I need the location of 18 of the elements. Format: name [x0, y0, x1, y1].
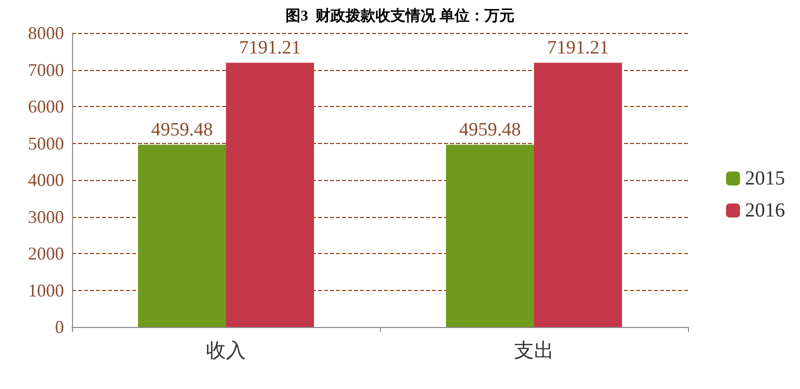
- y-tick-label: 0: [55, 317, 64, 337]
- y-tick-label: 3000: [28, 206, 64, 227]
- x-tick-label: 支出: [514, 340, 554, 362]
- y-tick-label: 4000: [28, 170, 64, 190]
- data-label: 4959.48: [459, 120, 521, 141]
- x-tick-label: 收入: [206, 340, 246, 362]
- data-label: 7191.21: [547, 38, 609, 59]
- y-tick-label: 7000: [28, 60, 64, 80]
- chart-title: 图3 财政拨款收支情况 单位：万元: [286, 8, 514, 24]
- legend-label: 2016: [745, 200, 785, 222]
- data-label: 7191.21: [239, 38, 301, 59]
- data-label: 4959.48: [151, 120, 213, 141]
- y-tick-label: 5000: [28, 133, 64, 154]
- legend-label: 2015: [745, 168, 785, 190]
- y-tick-label: 6000: [28, 96, 64, 116]
- y-tick-label: 2000: [28, 244, 64, 264]
- y-tick-label: 8000: [28, 23, 64, 43]
- y-tick-label: 1000: [28, 280, 64, 300]
